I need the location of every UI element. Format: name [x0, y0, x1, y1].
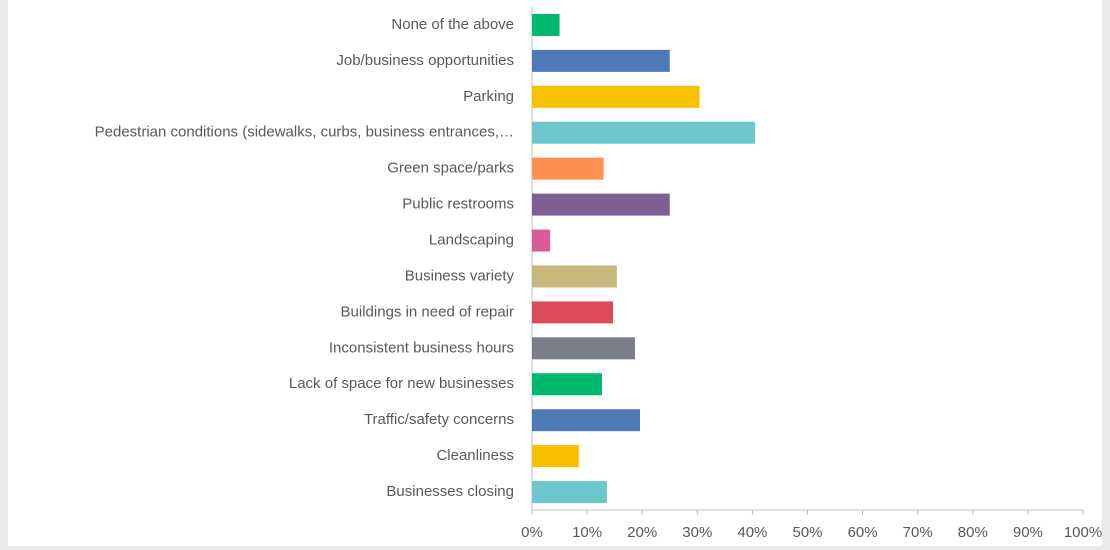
y-tick-label: Landscaping [429, 232, 514, 249]
x-tick-label: 60% [848, 524, 878, 541]
x-tick-label: 80% [958, 524, 988, 541]
bar [532, 265, 617, 288]
y-tick-label: Traffic/safety concerns [364, 411, 514, 428]
bar [532, 481, 607, 504]
bar [532, 193, 670, 216]
x-tick-label: 20% [627, 524, 657, 541]
bar [532, 157, 604, 180]
y-tick-label: Pedestrian conditions (sidewalks, curbs,… [95, 124, 514, 141]
y-tick-label: Public restrooms [402, 196, 514, 213]
y-tick-label: Parking [463, 88, 514, 105]
y-tick-label: Buildings in need of repair [341, 303, 514, 320]
bar [532, 229, 551, 252]
x-tick-label: 0% [521, 524, 543, 541]
bar [532, 121, 756, 144]
bar [532, 445, 579, 468]
x-tick-label: 70% [903, 524, 933, 541]
y-tick-label: Green space/parks [387, 160, 514, 177]
x-tick-label: 30% [682, 524, 712, 541]
bar [532, 409, 640, 432]
x-tick-label: 50% [792, 524, 822, 541]
x-tick-label: 10% [572, 524, 602, 541]
y-tick-label: Business variety [405, 267, 515, 284]
y-tick-label: Lack of space for new businesses [289, 375, 514, 392]
y-tick-label: Businesses closing [386, 483, 514, 500]
y-tick-label: Inconsistent business hours [329, 339, 514, 356]
bar [532, 49, 670, 72]
bar [532, 301, 613, 324]
bar [532, 337, 636, 360]
bar [532, 373, 602, 396]
y-tick-label: Job/business opportunities [336, 52, 514, 69]
x-tick-label: 40% [737, 524, 767, 541]
y-tick-label: Cleanliness [436, 447, 514, 464]
x-tick-label: 90% [1013, 524, 1043, 541]
y-tick-label: None of the above [391, 16, 514, 33]
bar [532, 13, 560, 36]
x-tick-label: 100% [1064, 524, 1102, 541]
bar [532, 85, 700, 108]
